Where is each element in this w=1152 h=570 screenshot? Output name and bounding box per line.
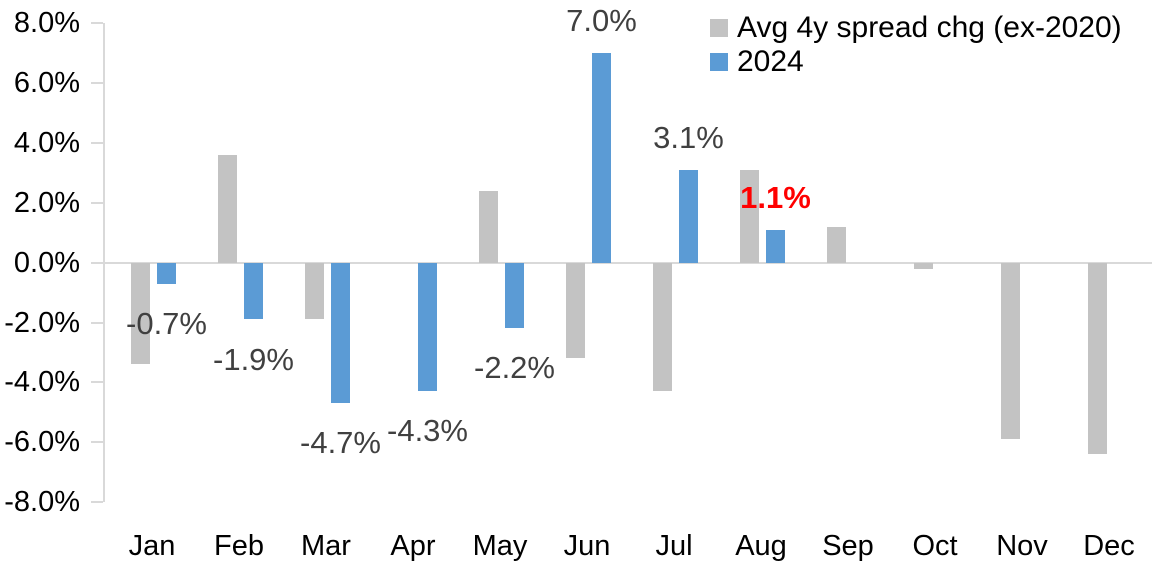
bar-Feb-2024 <box>244 262 263 320</box>
bar-Nov-avg <box>1001 262 1020 440</box>
x-tick-label-Aug: Aug <box>735 530 787 562</box>
bar-Jul-avg <box>653 262 672 392</box>
y-tick-label: 8.0% <box>13 7 80 39</box>
y-tick-mark <box>91 201 103 204</box>
bar-Jan-avg <box>131 262 150 365</box>
y-tick-mark <box>91 141 103 144</box>
legend-label: 2024 <box>737 45 804 78</box>
data-label-Jul: 3.1% <box>653 119 724 155</box>
legend-item: 2024 <box>710 45 1122 79</box>
x-tick-label-Sep: Sep <box>822 530 874 562</box>
y-tick-label: 4.0% <box>13 126 80 159</box>
legend-swatch-icon <box>710 19 728 37</box>
y-tick-label: 6.0% <box>13 66 80 99</box>
data-label-Jan: -0.7% <box>126 305 207 341</box>
bar-Jan-2024 <box>157 262 176 284</box>
legend-item: Avg 4y spread chg (ex-2020) <box>710 11 1122 45</box>
bar-Sep-avg <box>827 226 846 263</box>
bar-Jul-2024 <box>679 169 698 263</box>
y-tick-label: 2.0% <box>13 186 80 219</box>
bar-Apr-2024 <box>418 262 437 392</box>
legend-swatch-icon <box>710 53 728 71</box>
y-tick-label: -4.0% <box>4 366 80 399</box>
bar-Jun-2024 <box>592 52 611 263</box>
x-tick-label-Jul: Jul <box>655 530 693 562</box>
bar-Dec-avg <box>1088 262 1107 455</box>
y-tick-label: 0.0% <box>13 246 80 279</box>
data-label-Jun: 7.0% <box>566 2 637 38</box>
data-label-Feb: -1.9% <box>213 341 294 377</box>
bar-Aug-2024 <box>766 229 785 263</box>
y-tick-mark <box>91 501 103 504</box>
y-tick-mark <box>91 81 103 84</box>
bar-Jun-avg <box>566 262 585 359</box>
x-tick-label-Jun: Jun <box>563 530 611 562</box>
data-label-Mar: -4.7% <box>300 425 381 461</box>
bar-Oct-avg <box>914 262 933 269</box>
y-tick-label: -2.0% <box>4 306 80 339</box>
legend-label: Avg 4y spread chg (ex-2020) <box>737 11 1122 44</box>
legend: Avg 4y spread chg (ex-2020) 2024 <box>710 11 1122 79</box>
y-tick-mark <box>91 381 103 384</box>
bar-Mar-2024 <box>331 262 350 404</box>
y-tick-label: -6.0% <box>4 426 80 459</box>
bar-Mar-avg <box>305 262 324 320</box>
data-label-Aug: 1.1% <box>740 179 811 215</box>
x-tick-label-Mar: Mar <box>301 530 351 562</box>
y-tick-mark <box>91 441 103 444</box>
x-tick-label-Jan: Jan <box>128 530 176 562</box>
data-label-Apr: -4.3% <box>387 413 468 449</box>
x-tick-label-Apr: Apr <box>390 530 436 562</box>
bar-Aug-avg <box>740 169 759 263</box>
x-tick-label-Oct: Oct <box>912 530 958 562</box>
bar-Feb-avg <box>218 154 237 263</box>
y-tick-label: -8.0% <box>4 486 80 519</box>
data-label-May: -2.2% <box>474 350 555 386</box>
y-tick-mark <box>91 261 103 264</box>
x-tick-label-Dec: Dec <box>1083 530 1135 562</box>
bar-May-avg <box>479 190 498 263</box>
x-tick-label-May: May <box>472 530 528 562</box>
y-tick-mark <box>91 321 103 324</box>
y-tick-mark <box>91 22 103 24</box>
x-tick-label-Nov: Nov <box>996 530 1048 562</box>
bar-May-2024 <box>505 262 524 329</box>
x-tick-label-Feb: Feb <box>214 530 264 562</box>
zero-baseline <box>103 261 1152 264</box>
